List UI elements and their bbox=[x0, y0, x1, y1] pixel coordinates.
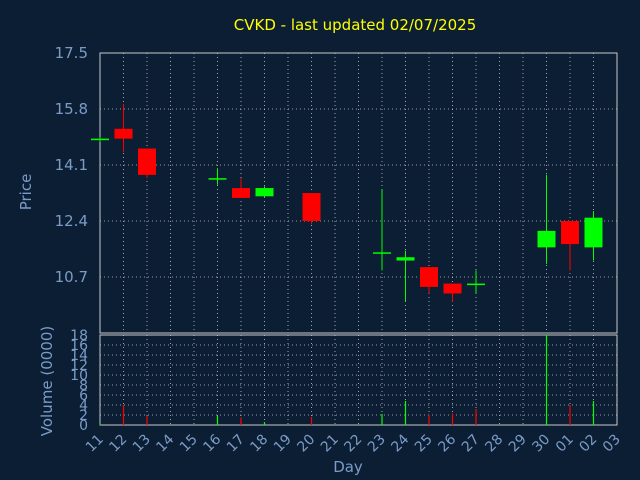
candle-body bbox=[114, 128, 133, 139]
candle-body bbox=[255, 188, 274, 197]
candle-body bbox=[396, 257, 415, 261]
volume-tick-label: 6 bbox=[79, 388, 88, 404]
volume-tick-label: 2 bbox=[79, 408, 88, 424]
volume-tick-label: 0 bbox=[79, 418, 88, 434]
candle-body bbox=[584, 217, 603, 248]
price-tick-label: 10.7 bbox=[55, 268, 88, 286]
price-panel: 17.5 15.8 14.1 12.4 10.7 bbox=[55, 44, 618, 334]
candle-body bbox=[208, 178, 227, 180]
volume-tick-label: 10 bbox=[70, 368, 88, 384]
volume-tick-label: 8 bbox=[79, 378, 88, 394]
volume-frame bbox=[99, 334, 618, 426]
x-axis: 11 12 13 14 15 16 17 18 19 20 21 22 23 24 25 26 27 28 29 30… bbox=[83, 431, 624, 455]
price-axis-label: Price bbox=[17, 174, 35, 211]
candle-body bbox=[91, 138, 109, 141]
price-tick-label: 14.1 bbox=[55, 156, 88, 174]
candle-body bbox=[138, 148, 156, 175]
volume-axis-label: Volume (0000) bbox=[38, 326, 56, 436]
candle-body bbox=[373, 252, 391, 254]
x-axis-label: Day bbox=[333, 458, 363, 476]
candle-body bbox=[537, 230, 556, 248]
candle-body bbox=[420, 267, 438, 287]
candle-body bbox=[302, 193, 321, 221]
candle-body bbox=[443, 283, 462, 294]
candle-body bbox=[232, 188, 250, 198]
chart-title: CVKD - last updated 02/07/2025 bbox=[234, 16, 477, 34]
volume-tick-label: 4 bbox=[79, 398, 88, 414]
volume-tick-label: 14 bbox=[70, 348, 88, 364]
volume-tick-label: 16 bbox=[70, 338, 88, 354]
price-tick-label: 15.8 bbox=[55, 100, 88, 118]
candle-body bbox=[467, 283, 485, 286]
volume-tick-label: 12 bbox=[70, 358, 88, 374]
volume-tick-label: 18 bbox=[70, 328, 88, 344]
candle-body bbox=[561, 221, 579, 245]
price-tick-label: 12.4 bbox=[55, 212, 88, 230]
price-tick-label: 17.5 bbox=[55, 44, 88, 62]
